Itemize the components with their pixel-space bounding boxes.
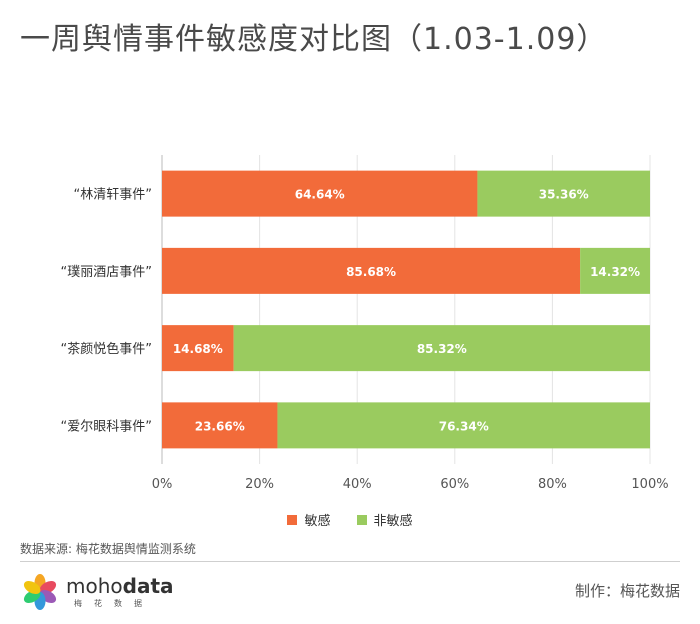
stacked-bar-chart: 0% 20% 40% 60% 80% 100% “林清轩事件” 64.64% 35.36% “璞丽… [61,155,669,492]
legend-swatch-non-sensitive [356,514,367,525]
data-label: 64.64% [295,188,345,202]
x-tick-label: 80% [538,477,567,492]
category-label: “璞丽酒店事件” [61,265,152,280]
legend-label-non-sensitive: 非敏感 [373,514,413,529]
credit-text: 制作：梅花数据 [574,582,680,600]
pinwheel-logo-icon [23,574,57,610]
bar-segment [477,170,650,217]
legend-item-non-sensitive[interactable]: 非敏感 [356,510,413,529]
x-tick-label: 0% [152,477,173,492]
brand-logo: mohodata 梅花数据 [20,572,174,612]
data-label: 14.68% [173,342,223,356]
x-tick-label: 20% [245,477,274,492]
bar-segment [162,325,234,372]
category-label: “林清轩事件” [74,188,152,203]
brand-name: mohodata [66,576,174,596]
data-label: 85.32% [417,342,467,356]
x-tick-label: 40% [343,477,372,492]
data-label: 85.68% [346,265,396,279]
legend-label-sensitive: 敏感 [304,514,331,529]
footer-divider [20,561,680,562]
x-tick-label: 100% [631,477,668,492]
bar-segment [277,402,650,449]
brand-name-cn: 梅花数据 [74,599,154,608]
legend-swatch-sensitive [287,514,298,525]
bar-segment [162,402,278,449]
data-label: 76.34% [439,419,489,433]
bar-segment [233,325,650,372]
brand-name-bold: data [122,574,174,598]
data-label: 23.66% [195,419,245,433]
data-label: 35.36% [539,188,589,202]
data-source: 数据来源: 梅花数据舆情监测系统 [20,542,196,556]
category-label: “爱尔眼科事件” [61,419,152,434]
category-label: “茶颜悦色事件” [61,341,152,357]
legend-item-sensitive[interactable]: 敏感 [287,510,331,529]
bar-segment [162,170,478,217]
data-label: 14.32% [590,265,640,279]
legend: 敏感 非敏感 [0,510,700,529]
bar-segment [162,247,581,294]
page-title: 一周舆情事件敏感度对比图（1.03-1.09） [20,22,608,57]
brand-name-light: moho [66,574,123,598]
bar-segment [580,247,650,294]
x-tick-label: 60% [440,477,469,492]
